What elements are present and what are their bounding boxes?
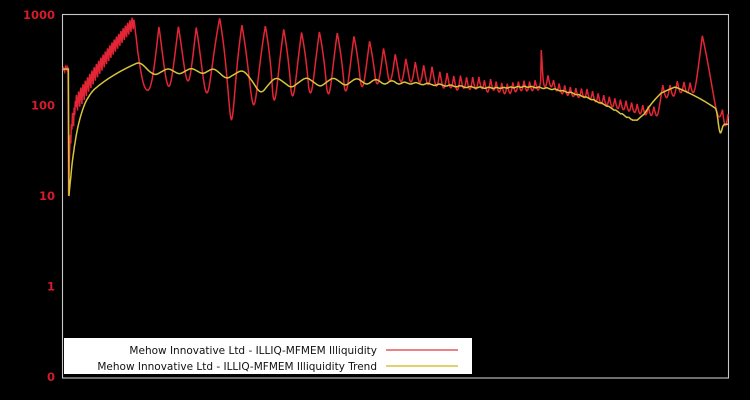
plot-frame [61, 13, 730, 379]
y-tick-label: 0 [47, 370, 55, 384]
legend-label-0: Mehow Innovative Ltd - ILLIQ-MFMEM Illiq… [129, 345, 377, 357]
y-tick-label: 1000 [23, 8, 55, 22]
series-lines [62, 17, 729, 197]
y-tick-label: 1 [47, 280, 55, 294]
legend-label-1: Mehow Innovative Ltd - ILLIQ-MFMEM Illiq… [97, 361, 377, 373]
chart-legend[interactable]: Mehow Innovative Ltd - ILLIQ-MFMEM Illiq… [64, 338, 472, 374]
y-tick-label: 100 [31, 99, 55, 113]
y-tick-label: 10 [39, 189, 55, 203]
series-line-0 [62, 17, 729, 197]
legend-background [64, 338, 472, 374]
series-line-1 [63, 62, 728, 197]
